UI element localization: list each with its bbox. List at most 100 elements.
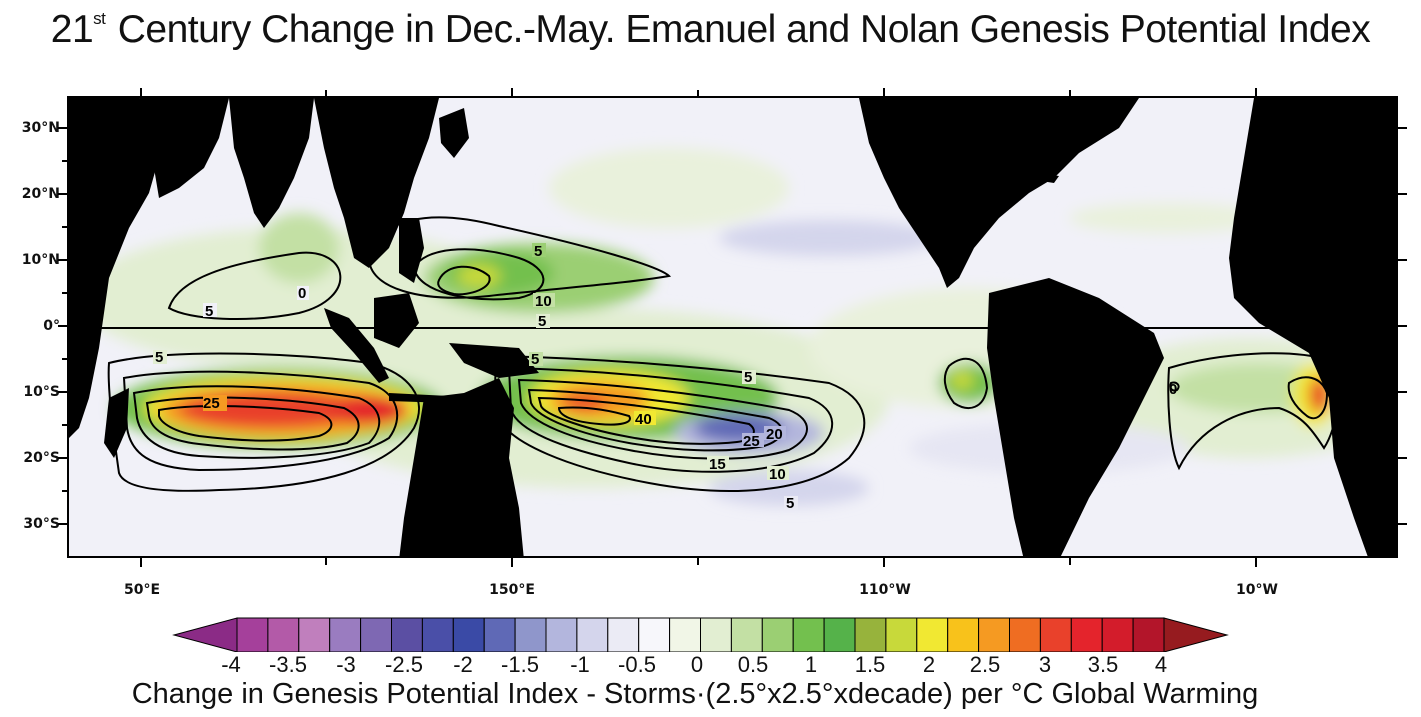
south-america-landmass <box>987 278 1164 556</box>
lon-label-150e: 150°E <box>489 582 535 598</box>
colorbar-cell <box>236 617 269 652</box>
caribbean-islands <box>1009 168 1059 183</box>
contour-s-indian-10 <box>122 370 399 472</box>
contour-s-atlantic-inner <box>1287 376 1329 420</box>
colorbar-tick-label: -0.5 <box>618 652 656 677</box>
colorbar-cell <box>329 617 362 652</box>
colorbar-cell <box>700 617 732 652</box>
colorbar-cells <box>172 617 1229 652</box>
colorbar-tick-label: 4 <box>1154 652 1168 677</box>
japan-landmass <box>439 108 469 158</box>
lon-label-10w: 10°W <box>1236 582 1278 598</box>
colorbar-cell <box>761 617 794 652</box>
contour-n-indian-5 <box>167 251 342 321</box>
colorbar-cell <box>1101 617 1134 652</box>
colorbar-tick-label: 2 <box>922 652 936 677</box>
colorbar-tick-label: -2.5 <box>385 652 423 677</box>
colorbar-tick-label: 0 <box>690 652 704 677</box>
contour-label-n-indian-5: 5 <box>205 303 213 320</box>
colorbar-tick-label: 2.5 <box>969 652 1001 677</box>
lat-label-equator: 0° <box>43 318 60 334</box>
contour-label-s-pacific-40: 40 <box>635 411 652 428</box>
lon-label-50e: 50°E <box>123 582 161 598</box>
colorbar-cell <box>514 617 547 652</box>
colorbar-tick-label: 3.5 <box>1087 652 1119 677</box>
genesis-potential-map: 5 0 5 10 5 5 25 5 5 40 25 20 15 <box>67 96 1398 558</box>
asia-landmass <box>314 98 439 268</box>
north-america-landmass <box>859 98 1139 288</box>
colorbar-tick-label: 1.5 <box>854 652 886 677</box>
contour-label-s-atlantic-0: 0 <box>1169 381 1177 398</box>
map-canvas: 5 0 5 10 5 5 25 5 5 40 25 20 15 <box>69 98 1396 556</box>
colorbar-cell <box>792 617 825 652</box>
colorbar-cell <box>607 617 640 652</box>
india-landmass <box>229 98 314 228</box>
arabia-landmass <box>139 98 229 198</box>
map-title: 21st Century Change in Dec.-May. Emanuel… <box>0 8 1421 52</box>
lat-label-10n: 10°N <box>21 252 60 268</box>
contour-label-nw-pacific-5: 5 <box>534 243 542 260</box>
colorbar-cell <box>885 617 918 652</box>
contour-label-s-pacific-25: 25 <box>743 433 760 450</box>
contour-s-pacific-10 <box>507 366 834 473</box>
contour-s-indian-15 <box>132 385 381 459</box>
colorbar-cell <box>669 617 701 652</box>
colorbar-tick-label: -1 <box>570 652 590 677</box>
africa-east-landmass <box>69 98 159 438</box>
new-guinea-landmass <box>449 343 539 378</box>
colorbar-cell <box>978 617 1010 652</box>
colorbar-cell <box>360 617 393 652</box>
colorbar-cell <box>298 617 331 652</box>
lat-label-30n: 30°N <box>21 120 60 136</box>
contour-label-n-indian-0: 0 <box>298 285 306 302</box>
lat-label-10s: 10°S <box>23 384 60 400</box>
contour-label-s-pacific-10: 10 <box>769 466 786 483</box>
colorbar-right-arrow <box>1163 617 1229 652</box>
lon-label-110w: 110°W <box>859 582 911 598</box>
colorbar-tick-label: -2 <box>453 652 473 677</box>
contour-s-pacific-5 <box>494 354 866 492</box>
contour-label-s-pacific-5: 5 <box>744 369 752 386</box>
colorbar-tick-label: -4 <box>221 652 241 677</box>
shading-field <box>79 148 1396 506</box>
contour-s-pacific-40 <box>557 406 631 426</box>
colorbar-cell <box>730 617 763 652</box>
colorbar-tick-label: -3 <box>336 652 356 677</box>
contour-s-atlantic-outer <box>1167 352 1339 471</box>
contour-label-nw-pacific-lower-5: 5 <box>538 313 546 330</box>
colorbar-cell <box>452 617 485 652</box>
colorbar-cell <box>638 617 671 652</box>
colorbar-tick-label: 3 <box>1038 652 1052 677</box>
colorbar-cell <box>483 617 516 652</box>
contour-s-indian-20 <box>145 396 360 451</box>
colorbar-cell <box>1039 617 1072 652</box>
title-superscript: st <box>93 9 106 28</box>
australia-landmass <box>399 378 524 556</box>
contour-south-america-5 <box>943 357 989 409</box>
contour-label-s-pacific-15: 15 <box>709 456 726 473</box>
title-century-number: 21 <box>50 8 94 51</box>
contour-s-pacific-15 <box>517 378 808 460</box>
lat-label-20s: 20°S <box>23 450 60 466</box>
contour-s-pacific-25 <box>537 396 755 445</box>
colorbar-cell <box>1070 617 1103 652</box>
colorbar-cell <box>421 617 454 652</box>
colorbar-cell <box>391 617 423 652</box>
title-text: Century Change in Dec.-May. Emanuel and … <box>107 8 1371 51</box>
contour-s-atlantic-small <box>1169 381 1180 392</box>
contour-label-nw-pacific-10: 10 <box>535 293 552 310</box>
colorbar-tick-label: -1.5 <box>501 652 539 677</box>
contour-label-s-pacific-lower-5: 5 <box>786 495 794 512</box>
colorbar-cell <box>576 617 609 652</box>
colorbar-left-arrow <box>172 617 238 652</box>
colorbar-tick-label: 1 <box>804 652 818 677</box>
contour-s-indian-25 <box>158 405 333 442</box>
colorbar-cell <box>1009 617 1041 652</box>
contour-nw-pacific-15 <box>437 265 491 296</box>
colorbar-cell <box>854 617 887 652</box>
lat-label-30s: 30°S <box>23 516 60 532</box>
colorbar-cell <box>947 617 980 652</box>
colorbar-cell <box>823 617 856 652</box>
borneo-landmass <box>374 293 419 348</box>
colorbar-tick-label: -3.5 <box>269 652 307 677</box>
